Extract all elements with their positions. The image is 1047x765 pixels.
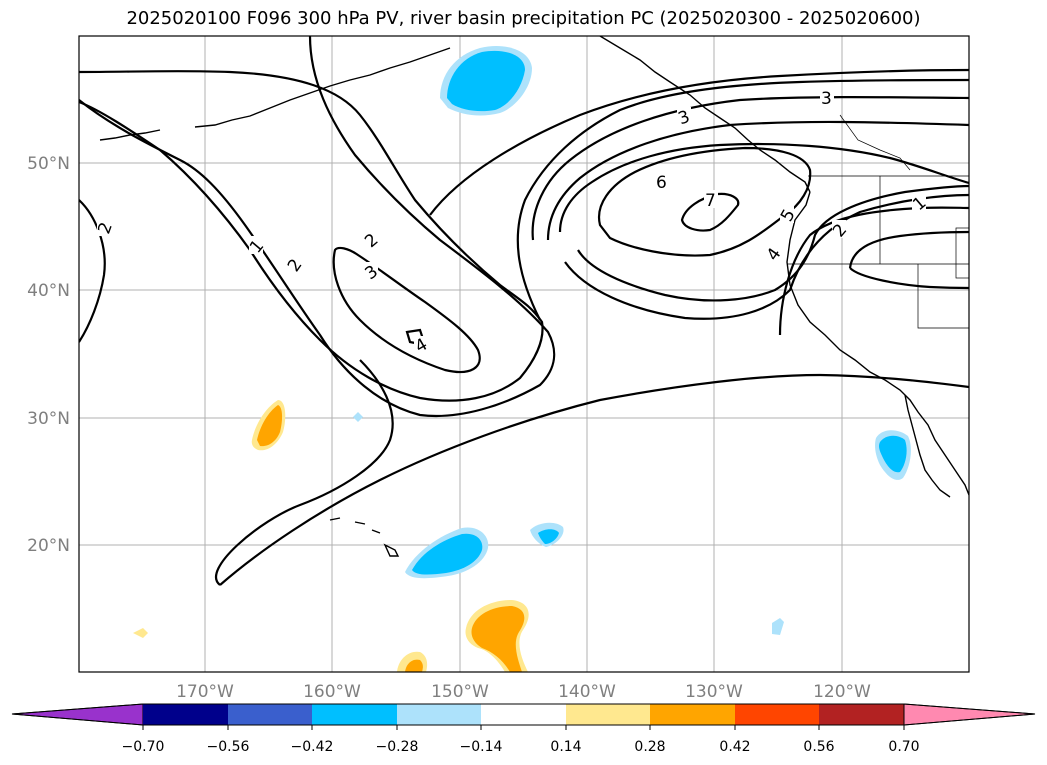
map-frame — [78, 35, 970, 673]
colorbar-label-7: 0.28 — [634, 739, 665, 755]
colorbar-bin-1 — [143, 704, 228, 725]
pv-label-7: 7 — [705, 191, 716, 211]
precip-neg-hawaii-core — [412, 533, 483, 575]
pv-contour-outer-1 — [429, 68, 969, 216]
coast-aleutians — [99, 47, 451, 141]
pv-label-3b: 3 — [821, 89, 832, 109]
pv-contour-5-main — [558, 142, 969, 233]
map-title: 2025020100 F096 300 hPa PV, river basin … — [126, 8, 921, 29]
colorbar-ticks — [142, 725, 905, 730]
colorbar-label-8: 0.42 — [719, 739, 750, 755]
colorbar-bin-6 — [566, 704, 650, 725]
precip-pos-tiny — [133, 628, 148, 638]
pv-label-2b: 2 — [361, 230, 382, 252]
lat-label-20n: 20°N — [27, 536, 70, 556]
map-plot-area: 2 1 2 2 3 4 6 7 5 4 3 3 2 1 — [79, 36, 969, 672]
gridlines — [79, 36, 969, 672]
colorbar: −0.70 −0.56 −0.42 −0.28 −0.14 0.14 0.28 … — [11, 703, 1036, 755]
precip-pos-south-core — [471, 606, 525, 672]
colorbar-extend-high — [903, 703, 1036, 726]
pv-contour-5-closing — [577, 184, 969, 302]
pv-contour-6 — [597, 146, 812, 257]
pv-contour-4-closing — [564, 193, 969, 320]
lon-label-150w: 150°W — [431, 682, 489, 702]
coast-us-west — [786, 191, 969, 496]
lon-label-140w: 140°W — [558, 682, 616, 702]
precip-neg-small-core — [538, 529, 559, 544]
pv-label-1b: 1 — [909, 193, 930, 215]
colorbar-bin-2 — [228, 704, 312, 725]
lat-label-30n: 30°N — [27, 409, 70, 429]
colorbar-label-10: 0.70 — [888, 739, 919, 755]
colorbar-label-4: −0.28 — [376, 739, 419, 755]
pv-contour-2 — [79, 36, 556, 418]
colorbar-bin-5 — [481, 704, 566, 725]
coastlines — [99, 36, 969, 557]
pv-label-3a: 3 — [361, 262, 381, 285]
borders — [788, 114, 969, 329]
pv-contour-3-central — [332, 246, 481, 374]
pv-contour-ridge-2 — [214, 359, 394, 586]
pv-contour-ridge-3 — [219, 373, 969, 586]
colorbar-label-5: −0.14 — [460, 739, 503, 755]
precip-neg-tiny-east — [772, 618, 784, 635]
colorbar-bin-8 — [735, 704, 819, 725]
precip-neg-baja-core — [879, 435, 907, 473]
pv-contour-2-east — [778, 206, 969, 336]
pv-contour-1 — [79, 70, 544, 402]
pv-contour-4-main — [546, 120, 969, 241]
pv-label-6: 6 — [656, 173, 667, 193]
pv-contour-labels: 2 1 2 2 3 4 6 7 5 4 3 3 2 1 — [94, 89, 930, 357]
colorbar-bin-9 — [819, 704, 904, 725]
precip-neg-tiny-central — [353, 412, 363, 422]
lat-label-40n: 40°N — [27, 281, 70, 301]
latitude-labels: 50°N 40°N 30°N 20°N — [27, 154, 70, 556]
precip-pos-west-core — [257, 405, 283, 447]
precip-neg-gulf-alaska-core — [447, 50, 525, 112]
lat-label-50n: 50°N — [27, 154, 70, 174]
pv-contours — [79, 36, 969, 586]
colorbar-label-3: −0.42 — [291, 739, 334, 755]
lon-label-160w: 160°W — [303, 682, 361, 702]
pv-contour-2-west — [79, 199, 106, 343]
colorbar-bin-4 — [397, 704, 481, 725]
lon-label-130w: 130°W — [685, 682, 743, 702]
colorbar-label-9: 0.56 — [803, 739, 834, 755]
coast-alaska-panhandle — [599, 36, 811, 193]
colorbar-bin-7 — [650, 704, 735, 725]
colorbar-extend-low — [11, 703, 144, 726]
precip-pos-south-small-core — [405, 659, 423, 672]
lon-label-170w: 170°W — [176, 682, 234, 702]
longitude-labels: 170°W 160°W 150°W 140°W 130°W 120°W — [176, 682, 871, 702]
colorbar-label-6: 0.14 — [550, 739, 581, 755]
colorbar-label-1: −0.70 — [122, 739, 165, 755]
coast-baja — [904, 394, 951, 498]
colorbar-bin-3 — [312, 704, 397, 725]
precip-shading — [133, 46, 911, 672]
lon-label-120w: 120°W — [813, 682, 871, 702]
pv-contour-7 — [680, 192, 740, 232]
pv-contour-1-east — [848, 230, 969, 290]
colorbar-label-2: −0.56 — [207, 739, 250, 755]
coast-hawaii — [329, 517, 400, 557]
pv-contour-outer-2 — [516, 78, 969, 321]
